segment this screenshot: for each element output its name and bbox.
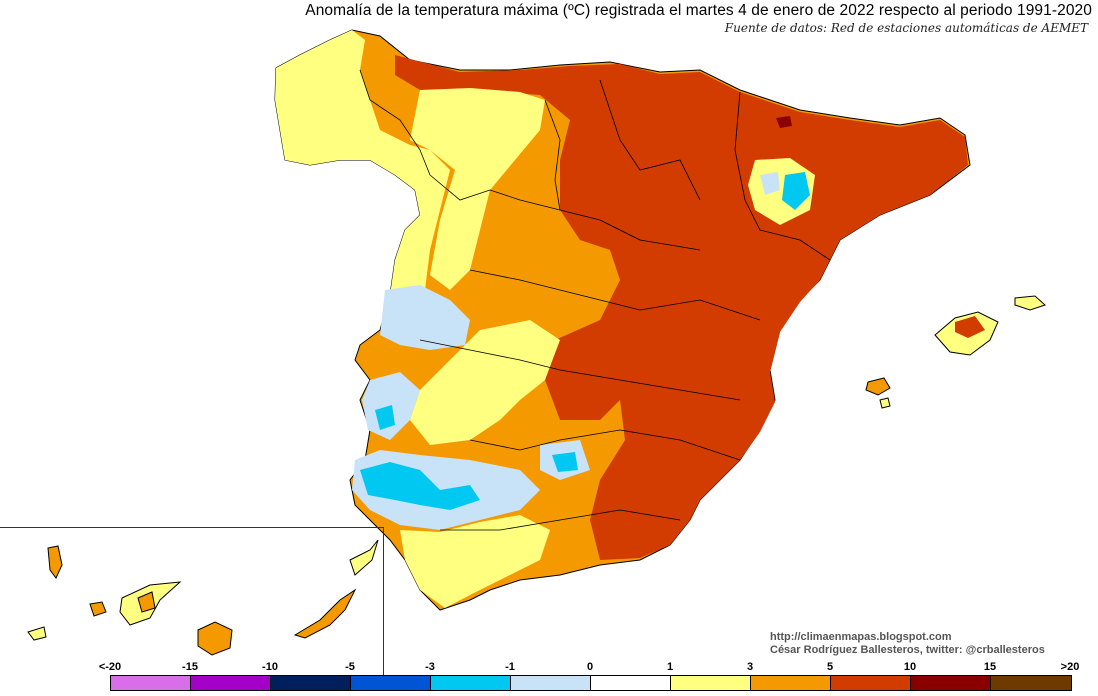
island-la-gomera [89, 601, 107, 617]
legend-tick-label: 10 [903, 661, 917, 673]
canary-inset-frame [0, 527, 384, 678]
island-tenerife-warm [137, 591, 156, 613]
balearic-mallorca-warm [955, 316, 985, 338]
legend-swatch [431, 676, 511, 690]
credits-author: César Rodríguez Ballesteros, twitter: @c… [770, 644, 1045, 656]
region-borders [359, 69, 831, 531]
legend-tick-label: 3 [746, 661, 754, 673]
legend-tick-label: -15 [182, 661, 198, 673]
legend-tick-label: <-20 [98, 661, 122, 673]
credits-url: http://climaenmapas.blogspot.com [770, 631, 952, 643]
island-el-hierro [27, 626, 47, 641]
legend-swatch [351, 676, 431, 690]
legend-tick-label: 15 [983, 661, 997, 673]
very-hot-spot [776, 116, 792, 128]
cold-granada [552, 452, 578, 472]
map-title: Anomalía de la temperatura máxima (ºC) r… [305, 2, 1092, 19]
balearic-formentera [879, 397, 891, 409]
legend-ticks: <-20 -15 -10 -5 -3 -1 0 1 3 5 10 15 >20 [0, 661, 1098, 673]
legend-tick-label: >20 [1060, 661, 1080, 673]
warm-light-north [410, 88, 545, 290]
cold-southwest [360, 462, 480, 510]
cold-west-spot [375, 405, 395, 430]
island-lanzarote [349, 539, 379, 576]
hot-region-east [395, 55, 968, 560]
legend-tick-label: 5 [826, 661, 834, 673]
legend-tick-label: 0 [586, 661, 594, 673]
credits: http://climaenmapas.blogspot.com César R… [770, 631, 1045, 657]
warm-light-andalusia [400, 515, 550, 608]
legend-swatch [271, 676, 351, 690]
legend-swatch [111, 676, 191, 690]
legend-tick-label: 1 [666, 661, 674, 673]
legend-swatch [751, 676, 831, 690]
cold-light-zaragoza [760, 172, 780, 195]
cold-zaragoza [782, 172, 810, 210]
island-la-palma [47, 545, 63, 579]
legend-tick-label: -10 [262, 661, 278, 673]
warm-light-northwest [275, 30, 450, 300]
legend-tick-label: -1 [505, 661, 515, 673]
legend-swatch [191, 676, 271, 690]
legend-tick-label: -5 [345, 661, 355, 673]
legend-swatch [911, 676, 991, 690]
cold-light-west [380, 285, 470, 350]
canary-islands [27, 539, 379, 656]
island-fuerteventura [293, 588, 357, 639]
legend-tick-label: -3 [425, 661, 435, 673]
legend-swatch [991, 676, 1071, 690]
warm-light-center [410, 320, 560, 445]
legend-swatch [511, 676, 591, 690]
balearic-menorca [1014, 295, 1046, 311]
map-subtitle: Fuente de datos: Red de estaciones autom… [724, 21, 1088, 35]
balearic-ibiza [865, 377, 891, 396]
legend-swatch [671, 676, 751, 690]
color-legend [110, 675, 1072, 691]
legend-swatch [591, 676, 671, 690]
legend-swatch [831, 676, 911, 690]
island-gran-canaria [197, 621, 233, 656]
